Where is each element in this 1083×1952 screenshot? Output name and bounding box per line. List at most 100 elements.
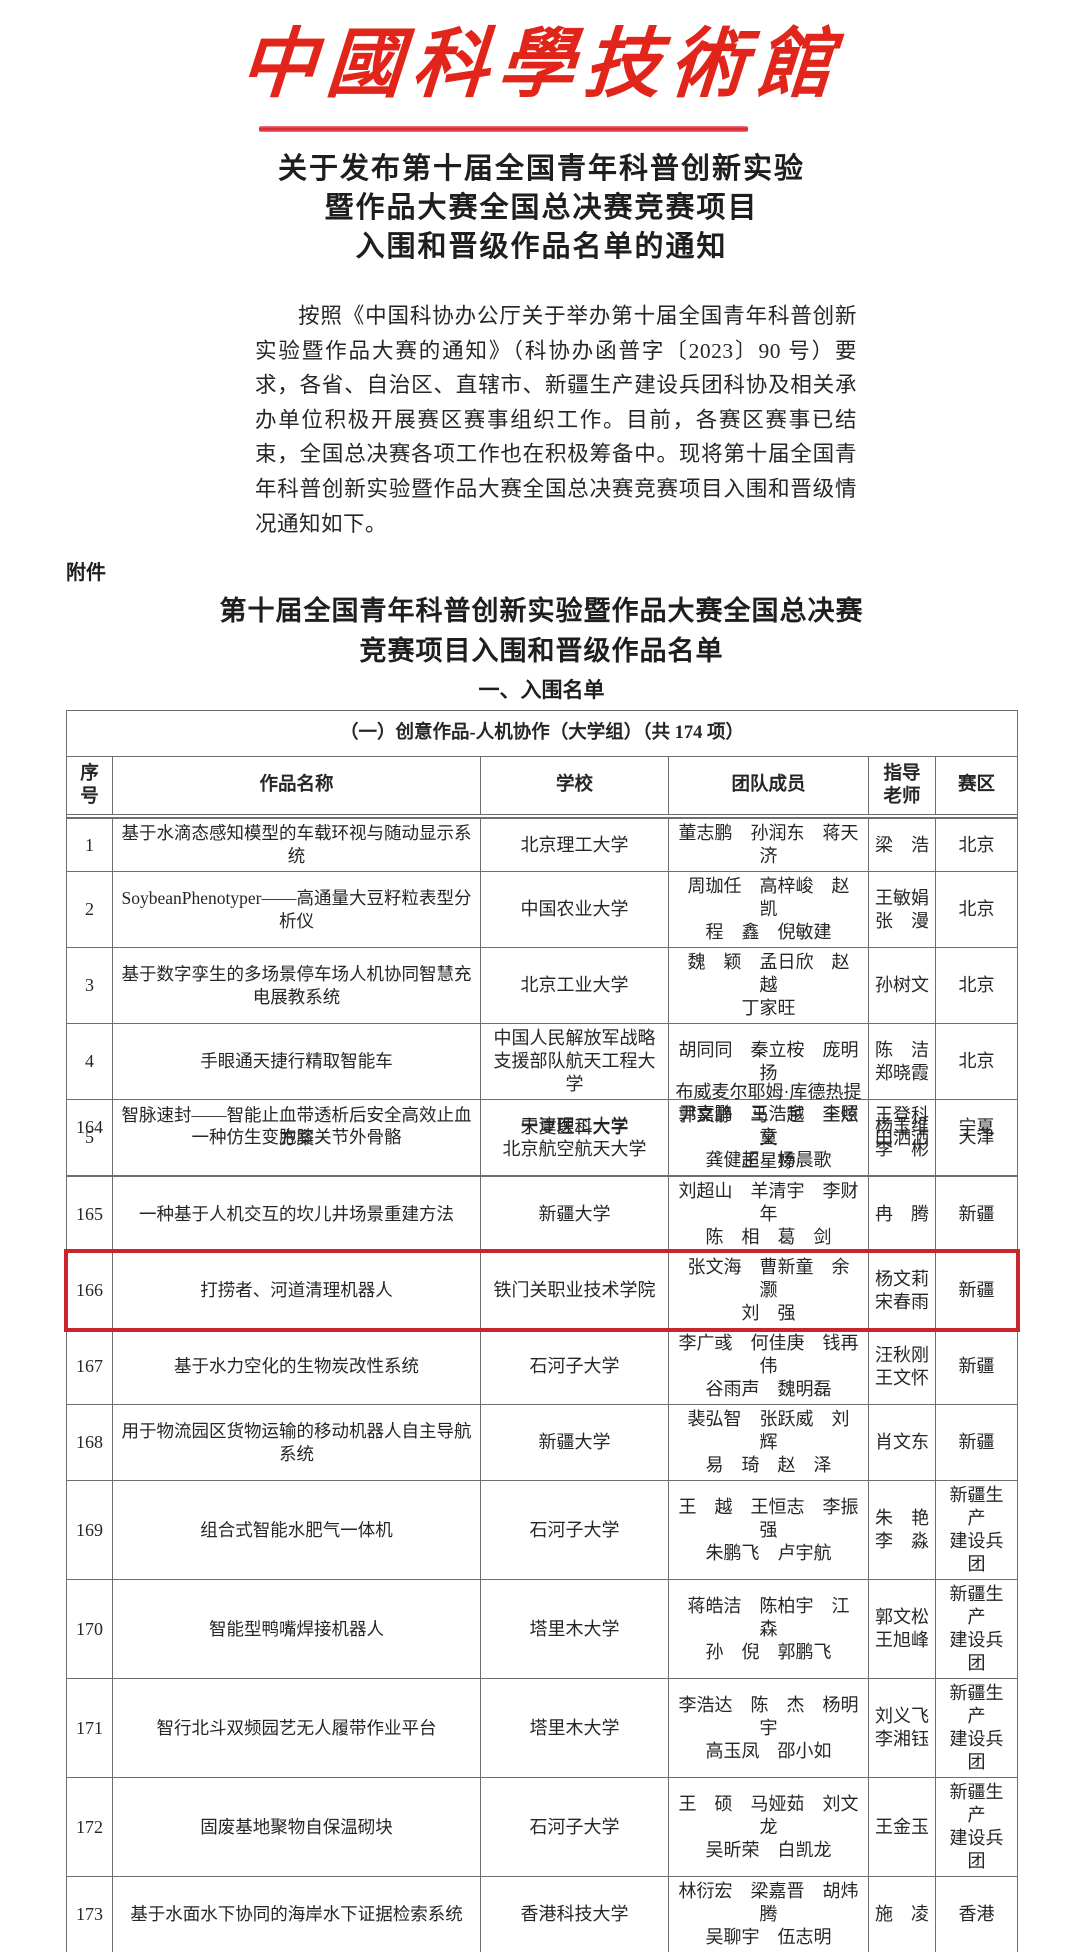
cell-teachers: 肖文东 — [868, 1405, 935, 1480]
table-row: 1 基于水滴态感知模型的车载环视与随动显示系统 北京理工大学 董志鹏 孙润东 蒋… — [67, 818, 1017, 871]
cell-serial: 172 — [76, 1816, 103, 1837]
cell-region: 北京 — [935, 948, 1017, 1023]
letterhead-underline — [259, 126, 748, 132]
cell-members: 董志鹏 孙润东 蒋天济 — [668, 819, 868, 871]
cell-title: SoybeanPhenotyper——高通量大豆籽粒表型分析仪 — [112, 872, 480, 947]
cell-title: 一种基于人机交互的坎儿井场景重建方法 — [112, 1177, 480, 1252]
notice-title: 关于发布第十届全国青年科普创新实验 暨作品大赛全国总决赛竞赛项目 入围和晋级作品… — [0, 150, 1083, 267]
cell-serial: 2 — [85, 899, 94, 919]
notice-title-line: 入围和晋级作品名单的通知 — [355, 231, 728, 263]
cell-serial: 1 — [85, 834, 94, 855]
table-row: 169 组合式智能水肥气一体机 石河子大学 王 越 王恒志 李振强 朱鹏飞 卢宇… — [67, 1481, 1017, 1580]
cell-school: 新疆大学 — [480, 1177, 668, 1252]
cell-teachers: 汪秋刚 王文怀 — [868, 1329, 935, 1404]
cell-school: 中国人民解放军战略支援部队航天工程大学 — [480, 1024, 668, 1099]
cell-members: 尹嘉鹏 王浩宇 李照童 龚健超 杨晨歌 — [668, 1100, 868, 1175]
col-serial: 序号 — [80, 763, 99, 807]
attachment-title-line: 竞赛项目入围和晋级作品名单 — [359, 636, 724, 666]
col-region: 赛区 — [935, 757, 1017, 814]
table-row: 2 SoybeanPhenotyper——高通量大豆籽粒表型分析仪 中国农业大学… — [67, 871, 1017, 947]
col-teachers: 指导 老师 — [868, 757, 935, 814]
cell-region: 新疆 — [935, 1177, 1017, 1252]
cell-teachers: 朱 艳 李 淼 — [868, 1481, 935, 1579]
table-row: 165 一种基于人机交互的坎儿井场景重建方法 新疆大学 刘超山 羊清宇 李财年 … — [67, 1177, 1017, 1253]
col-school: 学校 — [480, 757, 668, 814]
group-header-text: （一）创意作品-人机协作（大学组）（共 174 项） — [340, 723, 744, 743]
cell-region: 新疆生产 建设兵团 — [935, 1580, 1017, 1678]
cell-title: 智行北斗双频园艺无人履带作业平台 — [112, 1679, 480, 1777]
table-row: 167 基于水力空化的生物炭改性系统 石河子大学 李广彧 何佳庚 钱再伟 谷雨声… — [67, 1329, 1017, 1405]
cell-members: 张文海 曹新童 余 灏 刘 强 — [668, 1253, 868, 1328]
cell-school: 宁夏医科大学 — [480, 1078, 668, 1176]
cell-title: 智脉速封——智能止血带透析后安全高效止血方案 — [112, 1078, 480, 1176]
cell-region: 北京 — [935, 1024, 1017, 1099]
table-row: 171 智行北斗双频园艺无人履带作业平台 塔里木大学 李浩达 陈 杰 杨明宇 高… — [67, 1679, 1017, 1778]
cell-school: 石河子大学 — [480, 1778, 668, 1876]
cell-teachers: 郭文松 王旭峰 — [868, 1580, 935, 1678]
table-row: 170 智能型鸭嘴焊接机器人 塔里木大学 蒋皓洁 陈柏宇 江 森 孙 倪 郭鹏飞… — [67, 1580, 1017, 1679]
table-row: 168 用于物流园区货物运输的移动机器人自主导航系统 新疆大学 裴弘智 张跃威 … — [67, 1405, 1017, 1481]
cell-title: 固废基地聚物自保温砌块 — [112, 1778, 480, 1876]
attachment-title-line: 第十届全国青年科普创新实验暨作品大赛全国总决赛 — [219, 596, 864, 626]
table-group-header: （一）创意作品-人机协作（大学组）（共 174 项） — [67, 711, 1017, 756]
cstm-logo: 中國科學技術館 — [237, 19, 846, 108]
table-row: 164 智脉速封——智能止血带透析后安全高效止血方案 宁夏医科大学 布威麦尔耶姆… — [67, 1078, 1017, 1177]
cell-title: 手眼通天捷行精取智能车 — [112, 1024, 480, 1099]
notice-document: 中國科學技術館 关于发布第十届全国青年科普创新实验 暨作品大赛全国总决赛竞赛项目… — [0, 19, 1083, 1952]
cell-school: 天津理工大学 北京航空航天大学 — [480, 1100, 668, 1175]
cell-region: 新疆 — [935, 1405, 1017, 1480]
cell-title: 基于数字孪生的多场景停车场人机协同智慧充电展教系统 — [112, 948, 480, 1023]
cell-school: 中国农业大学 — [480, 872, 668, 947]
cell-serial: 167 — [76, 1356, 103, 1376]
cell-title: 组合式智能水肥气一体机 — [112, 1481, 480, 1579]
cell-members: 裴弘智 张跃威 刘 辉 易 琦 赵 泽 — [668, 1405, 868, 1480]
cell-school: 香港科技大学 — [480, 1877, 668, 1952]
cell-serial: 165 — [76, 1204, 103, 1224]
cell-school: 铁门关职业技术学院 — [480, 1253, 668, 1328]
cell-teachers: 杨文莉 宋春雨 — [868, 1253, 935, 1328]
body-paragraph: 按照《中国科协办公厅关于举办第十届全国青年科普创新实验暨作品大赛的通知》（科协办… — [255, 304, 857, 536]
section-label: 一、入围名单 — [478, 679, 605, 702]
cell-teachers: 王金玉 — [868, 1778, 935, 1876]
attachment-title: 第十届全国青年科普创新实验暨作品大赛全国总决赛 竞赛项目入围和晋级作品名单 — [0, 591, 1083, 671]
cell-members: 刘超山 羊清宇 李财年 陈 相 葛 剑 — [668, 1177, 868, 1252]
cell-members: 蒋皓洁 陈柏宇 江 森 孙 倪 郭鹏飞 — [668, 1580, 868, 1678]
cell-region: 香港 — [935, 1877, 1017, 1952]
table-row: 3 基于数字孪生的多场景停车场人机协同智慧充电展教系统 北京工业大学 魏 颖 孟… — [67, 947, 1017, 1023]
cell-title: 基于水面水下协同的海岸水下证据检索系统 — [112, 1877, 480, 1952]
table-row-highlighted: 166 打捞者、河道清理机器人 铁门关职业技术学院 张文海 曹新童 余 灏 刘 … — [64, 1249, 1020, 1332]
cell-members: 李浩达 陈 杰 杨明宇 高玉凤 邵小如 — [668, 1679, 868, 1777]
cell-teachers: 杨玉维 李 彬 — [868, 1100, 935, 1175]
cell-title: 打捞者、河道清理机器人 — [112, 1253, 480, 1328]
cell-members: 林衍宏 梁嘉晋 胡炜腾 吴聊宇 伍志明 — [668, 1877, 868, 1952]
cell-school: 塔里木大学 — [480, 1679, 668, 1777]
cell-region: 新疆 — [935, 1253, 1017, 1328]
cell-members: 周珈任 高梓峻 赵 凯 程 鑫 倪敏建 — [668, 872, 868, 947]
cell-serial: 171 — [76, 1717, 103, 1738]
cell-title: 用于物流园区货物运输的移动机器人自主导航系统 — [112, 1405, 480, 1480]
cell-region: 新疆生产 建设兵团 — [935, 1778, 1017, 1876]
cell-region: 北京 — [935, 872, 1017, 947]
cell-serial: 170 — [76, 1618, 103, 1639]
cell-teachers: 梁 浩 — [868, 819, 935, 871]
cell-serial: 166 — [76, 1280, 103, 1300]
cell-members: 王 越 王恒志 李振强 朱鹏飞 卢宇航 — [668, 1481, 868, 1579]
cell-members: 胡同同 秦立桉 庞明扬 — [668, 1024, 868, 1099]
cell-title: 基于水力空化的生物炭改性系统 — [112, 1329, 480, 1404]
cell-title: 智能型鸭嘴焊接机器人 — [112, 1580, 480, 1678]
cell-region: 北京 — [935, 819, 1017, 871]
cell-serial: 4 — [85, 1051, 94, 1071]
attachment-label: 附件 — [66, 562, 106, 584]
cell-teachers: 冉 腾 — [868, 1177, 935, 1252]
cell-region: 宁夏 — [935, 1078, 1017, 1176]
cell-region: 新疆生产 建设兵团 — [935, 1679, 1017, 1777]
cell-title: 基于水滴态感知模型的车载环视与随动显示系统 — [112, 819, 480, 871]
cell-school: 北京工业大学 — [480, 948, 668, 1023]
table-row: 4 手眼通天捷行精取智能车 中国人民解放军战略支援部队航天工程大学 胡同同 秦立… — [67, 1023, 1017, 1099]
cell-serial: 169 — [76, 1519, 103, 1540]
notice-title-line: 暨作品大赛全国总决赛竞赛项目 — [324, 192, 759, 224]
cell-members: 李广彧 何佳庚 钱再伟 谷雨声 魏明磊 — [668, 1329, 868, 1404]
col-work-title: 作品名称 — [112, 757, 480, 814]
cell-school: 新疆大学 — [480, 1405, 668, 1480]
table-row: 172 固废基地聚物自保温砌块 石河子大学 王 硕 马娅茹 刘文龙 吴昕荣 白凯… — [67, 1778, 1017, 1877]
